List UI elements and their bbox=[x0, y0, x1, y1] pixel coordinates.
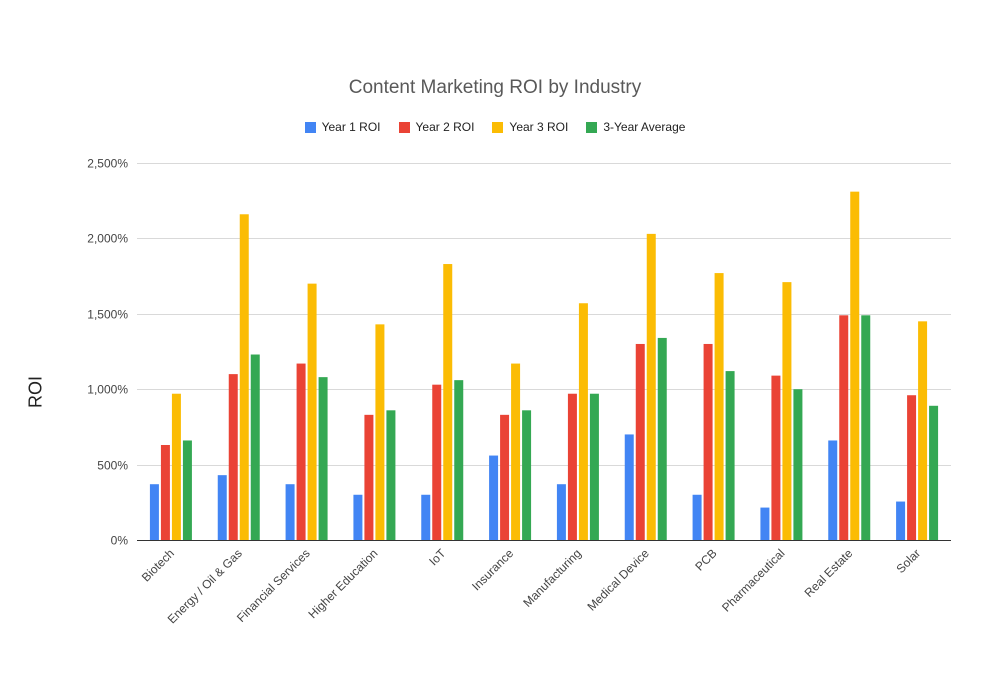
x-tick-label: IoT bbox=[426, 546, 449, 569]
bar bbox=[850, 191, 860, 541]
bar bbox=[646, 233, 656, 540]
x-tick-label: Insurance bbox=[469, 546, 516, 593]
legend-item-year3[interactable]: Year 3 ROI bbox=[492, 120, 568, 134]
bar bbox=[228, 374, 238, 540]
chart-title: Content Marketing ROI by Industry bbox=[348, 77, 642, 98]
bar bbox=[171, 393, 181, 540]
bar bbox=[160, 444, 170, 540]
y-tick-label: 1,000% bbox=[87, 383, 128, 397]
legend-label-year2: Year 2 ROI bbox=[415, 120, 475, 134]
bar bbox=[556, 484, 566, 540]
bar bbox=[489, 455, 499, 540]
x-tick-label: Solar bbox=[893, 546, 923, 576]
bar bbox=[624, 434, 634, 540]
x-tick-label: Financial Services bbox=[234, 546, 313, 625]
bar bbox=[929, 405, 939, 540]
bar bbox=[578, 303, 588, 540]
y-tick-label: 2,000% bbox=[87, 232, 128, 246]
bar bbox=[828, 440, 838, 540]
bar bbox=[353, 494, 363, 540]
legend: Year 1 ROI Year 2 ROI Year 3 ROI 3-Year … bbox=[0, 120, 990, 134]
bar bbox=[896, 501, 906, 540]
bar bbox=[296, 363, 306, 540]
bar bbox=[500, 414, 510, 540]
bar bbox=[725, 371, 735, 540]
y-tick-label: 0% bbox=[111, 534, 129, 548]
legend-item-year1[interactable]: Year 1 ROI bbox=[304, 120, 381, 134]
legend-swatch-year1 bbox=[304, 121, 316, 133]
x-tick-label: Medical Device bbox=[584, 546, 652, 614]
x-tick-label: Biotech bbox=[139, 546, 177, 584]
legend-label-average: 3-Year Average bbox=[603, 120, 686, 134]
bar bbox=[217, 475, 227, 540]
legend-label-year3: Year 3 ROI bbox=[509, 120, 569, 134]
legend-item-average[interactable]: 3-Year Average bbox=[586, 120, 685, 134]
bar bbox=[182, 440, 192, 540]
y-tick-label: 500% bbox=[97, 459, 128, 473]
x-tick-label: PCB bbox=[692, 546, 719, 573]
x-tick-label: Higher Education bbox=[306, 546, 381, 621]
legend-swatch-average bbox=[586, 121, 598, 133]
bar bbox=[760, 507, 770, 540]
bar bbox=[443, 264, 453, 540]
y-tick-label: 2,500% bbox=[87, 157, 128, 171]
bar bbox=[421, 494, 431, 540]
bar bbox=[318, 377, 328, 540]
bar bbox=[149, 484, 159, 540]
bar bbox=[714, 273, 724, 540]
legend-swatch-year2 bbox=[398, 121, 410, 133]
bar bbox=[861, 315, 871, 540]
bar bbox=[793, 389, 803, 540]
bar bbox=[703, 343, 713, 540]
legend-swatch-year3 bbox=[492, 121, 504, 133]
legend-item-year2[interactable]: Year 2 ROI bbox=[398, 120, 475, 134]
bar bbox=[635, 343, 645, 540]
bar bbox=[511, 363, 521, 540]
bar bbox=[907, 395, 917, 540]
x-tick-label: Pharmaceutical bbox=[719, 546, 787, 614]
bar bbox=[239, 214, 249, 540]
bar bbox=[307, 283, 317, 540]
y-tick-label: 1,500% bbox=[87, 308, 128, 322]
x-tick-label: Manufacturing bbox=[520, 546, 584, 610]
bar bbox=[918, 321, 928, 540]
bar bbox=[692, 494, 702, 540]
bar bbox=[567, 393, 577, 540]
bar bbox=[285, 484, 295, 540]
bar bbox=[782, 282, 792, 540]
bar bbox=[375, 324, 385, 540]
x-tick-label: Energy / Oil & Gas bbox=[165, 546, 245, 626]
bar bbox=[432, 384, 442, 540]
bar bbox=[657, 337, 667, 540]
bar bbox=[771, 375, 781, 540]
legend-label-year1: Year 1 ROI bbox=[321, 120, 381, 134]
bar bbox=[589, 393, 599, 540]
x-tick-label: Real Estate bbox=[802, 546, 856, 600]
bar bbox=[386, 410, 396, 540]
bar bbox=[364, 414, 374, 540]
bar bbox=[454, 380, 464, 540]
bar bbox=[250, 354, 260, 540]
bar bbox=[522, 410, 532, 540]
bar bbox=[839, 315, 849, 540]
